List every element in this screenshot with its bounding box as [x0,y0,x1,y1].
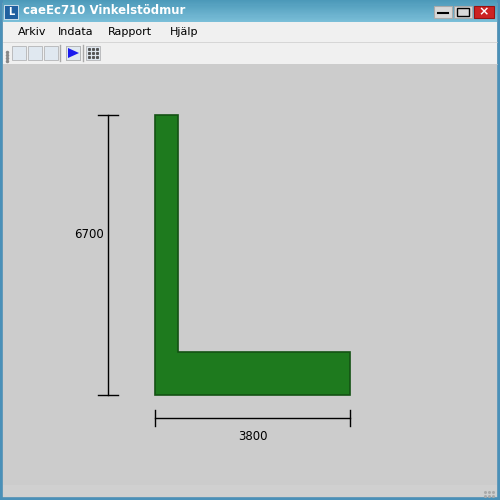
FancyBboxPatch shape [44,46,58,60]
Text: 6700: 6700 [74,228,104,241]
FancyBboxPatch shape [12,46,26,60]
FancyBboxPatch shape [3,20,497,21]
FancyBboxPatch shape [3,14,497,16]
FancyBboxPatch shape [28,46,42,60]
FancyBboxPatch shape [3,0,497,2]
FancyBboxPatch shape [3,18,497,20]
FancyBboxPatch shape [3,0,497,1]
FancyBboxPatch shape [86,46,100,60]
FancyBboxPatch shape [3,3,497,4]
FancyBboxPatch shape [4,5,18,19]
FancyBboxPatch shape [3,5,497,6]
FancyBboxPatch shape [3,6,497,8]
FancyBboxPatch shape [3,10,497,12]
FancyBboxPatch shape [3,15,497,16]
Text: Hjälp: Hjälp [170,27,198,37]
FancyBboxPatch shape [66,46,80,60]
FancyBboxPatch shape [3,16,497,18]
FancyBboxPatch shape [3,12,497,14]
FancyBboxPatch shape [3,17,497,18]
FancyBboxPatch shape [3,22,497,42]
FancyBboxPatch shape [3,64,497,486]
FancyBboxPatch shape [3,4,497,6]
Text: ×: × [479,6,489,18]
Text: Rapport: Rapport [108,27,152,37]
FancyBboxPatch shape [3,10,497,11]
Text: Arkiv: Arkiv [18,27,46,37]
Text: Indata: Indata [58,27,94,37]
FancyBboxPatch shape [3,42,497,64]
FancyBboxPatch shape [3,12,497,13]
FancyBboxPatch shape [474,6,494,18]
FancyBboxPatch shape [66,46,80,60]
FancyBboxPatch shape [3,20,497,22]
FancyBboxPatch shape [3,2,497,4]
FancyBboxPatch shape [3,8,497,10]
Text: 3800: 3800 [238,430,268,443]
FancyBboxPatch shape [454,6,472,18]
Polygon shape [155,115,350,395]
Polygon shape [68,48,79,58]
Text: L: L [8,7,14,17]
FancyBboxPatch shape [434,6,452,18]
Text: caeEc710 Vinkelstödmur: caeEc710 Vinkelstödmur [23,4,186,18]
FancyBboxPatch shape [3,485,497,497]
FancyBboxPatch shape [3,7,497,9]
